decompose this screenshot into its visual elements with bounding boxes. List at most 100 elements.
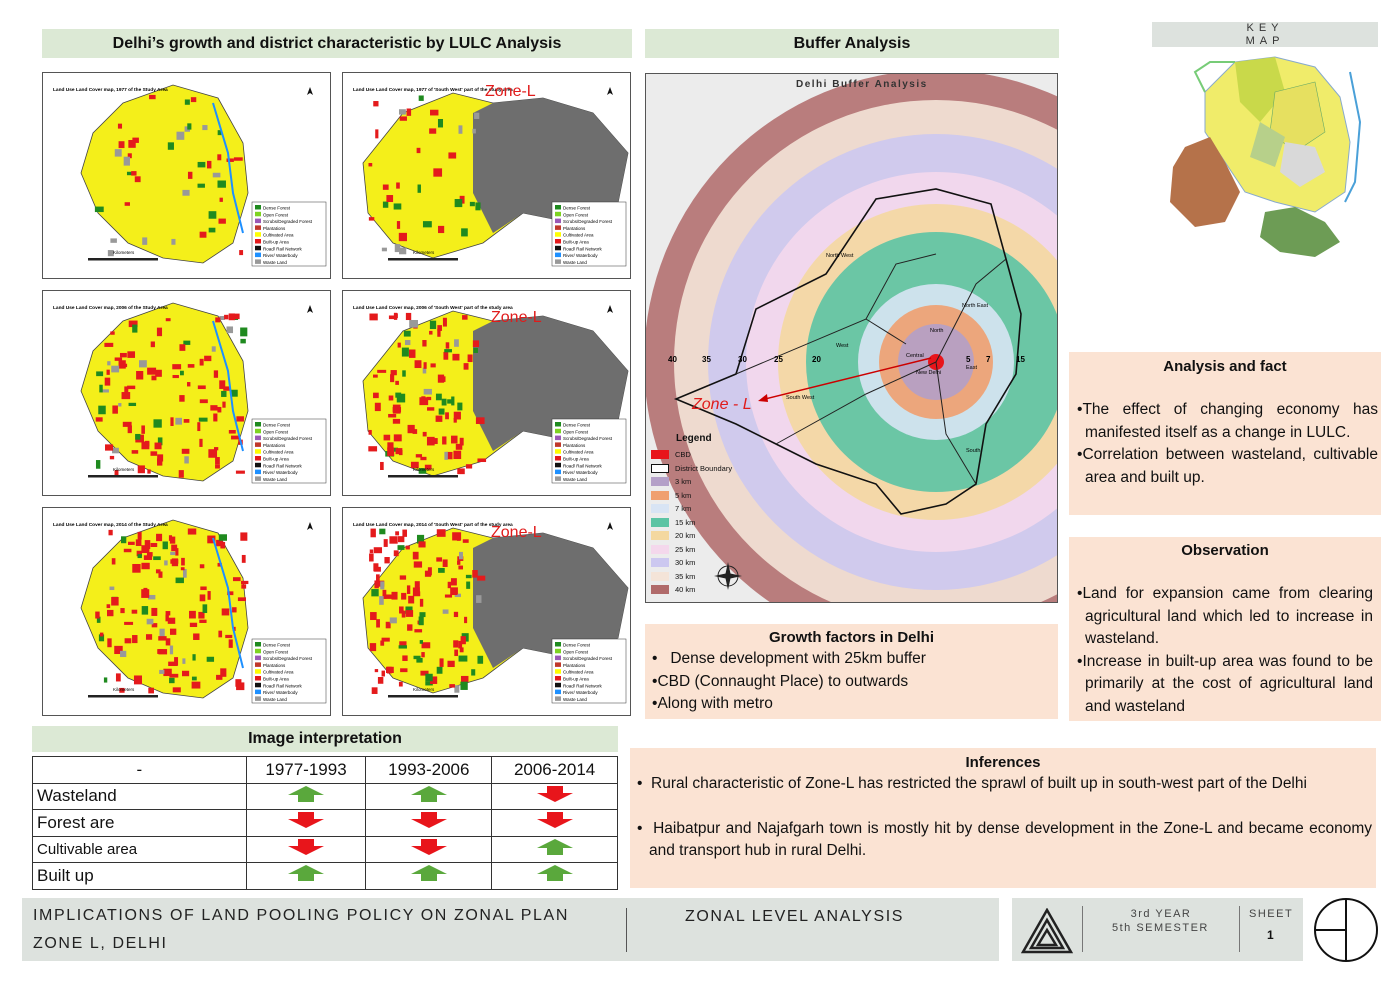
- inference-point: • Rural characteristic of Zone-L has res…: [637, 775, 1307, 792]
- table-row-label: Built up: [32, 862, 247, 890]
- lulc-map-title: Land Use Land Cover map, 2014 of the Stu…: [53, 522, 168, 528]
- lulc-legend-label: Road/ Rail Network: [563, 246, 603, 251]
- lulc-legend-label: Cultivated Area: [563, 450, 594, 455]
- lulc-legend-label: Road/ Rail Network: [263, 683, 303, 688]
- lulc-legend-label: Scrubs/Degraded Forest: [263, 656, 313, 661]
- legend-swatch: [651, 463, 669, 473]
- arrow-up-icon: [410, 865, 447, 882]
- lulc-legend-label: Open Forest: [263, 429, 289, 434]
- table-header-cell: 1977-1993: [245, 756, 367, 784]
- lulc-legend-label: Open Forest: [563, 649, 589, 654]
- buffer-legend-item: 5 km: [651, 489, 732, 503]
- table-row: Forest are: [32, 809, 618, 837]
- lulc-legend-label: Built-up Area: [263, 457, 289, 462]
- lulc-legend-label: Open Forest: [563, 429, 589, 434]
- lulc-zone-label: Zone-L: [491, 524, 542, 541]
- lulc-map-title: Land Use Land Cover map, 2006 of the Stu…: [53, 305, 168, 311]
- lulc-legend-label: Dense Forest: [563, 423, 591, 428]
- lulc-legend-label: Road/ Rail Network: [563, 463, 603, 468]
- analysis-box: Analysis and fact •The effect of changin…: [1069, 352, 1381, 515]
- lulc-legend-label: Plantations: [563, 663, 586, 668]
- lulc-zone-label: Zone-L: [491, 309, 542, 326]
- growth-title: Growth factors in Delhi: [768, 629, 934, 646]
- arrow-up-icon: [288, 865, 325, 882]
- growth-point: • Dense development with 25km buffer: [652, 650, 926, 667]
- observation-list: •Land for expansion came from clearing a…: [1075, 583, 1373, 718]
- analysis-point: •Correlation between wasteland, cultivab…: [1077, 446, 1378, 486]
- lulc-legend-label: Plantations: [263, 226, 286, 231]
- legend-swatch: [651, 585, 669, 595]
- lulc-scale-label: Kilometers: [413, 687, 435, 692]
- lulc-legend-label: Plantations: [263, 663, 286, 668]
- lulc-legend-label: Dense Forest: [563, 643, 591, 648]
- buffer-map-title: Delhi Buffer Analysis: [796, 79, 928, 90]
- north-arrow-icon: [307, 522, 313, 530]
- keymap-image: [1165, 52, 1371, 262]
- buffer-legend-item: 25 km: [651, 543, 732, 557]
- table-cell: [491, 835, 618, 863]
- district-boundary: [673, 188, 1022, 515]
- legend-label: 25 km: [675, 544, 696, 554]
- legend-label: 35 km: [675, 571, 696, 581]
- buffer-legend-item: District Boundary: [651, 462, 732, 476]
- zone-pointer-arrow: [760, 357, 932, 401]
- table-row: Cultivable area: [32, 835, 618, 863]
- footer-sheet-label: SHEET: [1249, 908, 1294, 920]
- lulc-legend-label: River/ Waterbody: [563, 253, 598, 258]
- lulc-scale-label: Kilometers: [113, 467, 135, 472]
- inferences-title: Inferences: [965, 754, 1041, 771]
- lulc-legend-label: Waste Land: [563, 260, 587, 265]
- table-cell: [245, 835, 367, 863]
- arrow-down-icon: [536, 812, 573, 829]
- buffer-title: Buffer Analysis: [645, 29, 1059, 58]
- arrow-down-icon: [288, 838, 325, 855]
- lulc-legend-label: Cultivated Area: [563, 670, 594, 675]
- district-label: West: [836, 343, 849, 349]
- buffer-legend-title: Legend: [676, 433, 712, 444]
- buffer-legend-item: 7 km: [651, 502, 732, 516]
- lulc-legend-label: Road/ Rail Network: [263, 246, 303, 251]
- footer-divider: [626, 908, 627, 952]
- north-arrow-icon: [607, 522, 613, 530]
- lulc-legend-label: Road/ Rail Network: [563, 683, 603, 688]
- compass-icon: [714, 562, 742, 590]
- observation-box: Observation •Land for expansion came fro…: [1069, 537, 1381, 721]
- buffer-map: 40 35 30 25 20 15 7 5 North West North North East W…: [645, 73, 1058, 603]
- lulc-map-title: Land Use Land Cover map, 1977 of the Stu…: [53, 87, 168, 93]
- north-arrow-icon: [607, 305, 613, 313]
- table-header-row: - 1977-1993 1993-2006 2006-2014: [32, 756, 618, 784]
- lulc-map-panel: Dense Forest Open Forest Scrubs/Degraded F…: [342, 72, 631, 279]
- lulc-legend-label: Scrubs/Degraded Forest: [563, 219, 613, 224]
- arrow-up-icon: [288, 785, 325, 802]
- interpretation-table-wrap: - 1977-1993 1993-2006 2006-2014 Wastelan…: [32, 756, 618, 890]
- table-cell: [365, 862, 493, 890]
- lulc-legend-label: Waste Land: [263, 260, 287, 265]
- table-header-cell: 1993-2006: [365, 756, 493, 784]
- ring-label: 5: [966, 355, 971, 364]
- observation-point: •Increase in built-up area was found to …: [1077, 652, 1373, 715]
- lulc-legend-label: Cultivated Area: [263, 450, 294, 455]
- lulc-map-title: Land Use Land Cover map, 1977 of 'South …: [353, 87, 513, 93]
- district-label: South: [966, 448, 980, 454]
- lulc-map-panel: Dense Forest Open Forest Scrubs/Degraded F…: [42, 72, 331, 279]
- legend-swatch: [651, 490, 669, 500]
- interpretation-title: Image interpretation: [32, 726, 618, 752]
- growth-box: Growth factors in Delhi • Dense developm…: [645, 624, 1058, 719]
- footer-year: 3rd YEAR: [1130, 908, 1192, 920]
- lulc-legend-label: Built-up Area: [563, 457, 589, 462]
- observation-point: •Land for expansion came from clearing a…: [1077, 585, 1373, 647]
- legend-label: 5 km: [675, 490, 692, 500]
- legend-swatch: [651, 477, 669, 487]
- lulc-legend-label: Cultivated Area: [263, 233, 294, 238]
- lulc-scale-label: Kilometers: [113, 250, 135, 255]
- legend-swatch: [651, 571, 669, 581]
- table-cell: [365, 782, 493, 810]
- lulc-legend-label: Road/ Rail Network: [263, 463, 303, 468]
- lulc-scale-label: Kilometers: [113, 687, 135, 692]
- lulc-legend-label: Scrubs/Degraded Forest: [563, 656, 613, 661]
- lulc-legend-label: Scrubs/Degraded Forest: [263, 219, 313, 224]
- buffer-map-svg: 40 35 30 25 20 15 7 5 North West North North East W…: [646, 74, 1057, 602]
- observation-title: Observation: [1181, 542, 1269, 559]
